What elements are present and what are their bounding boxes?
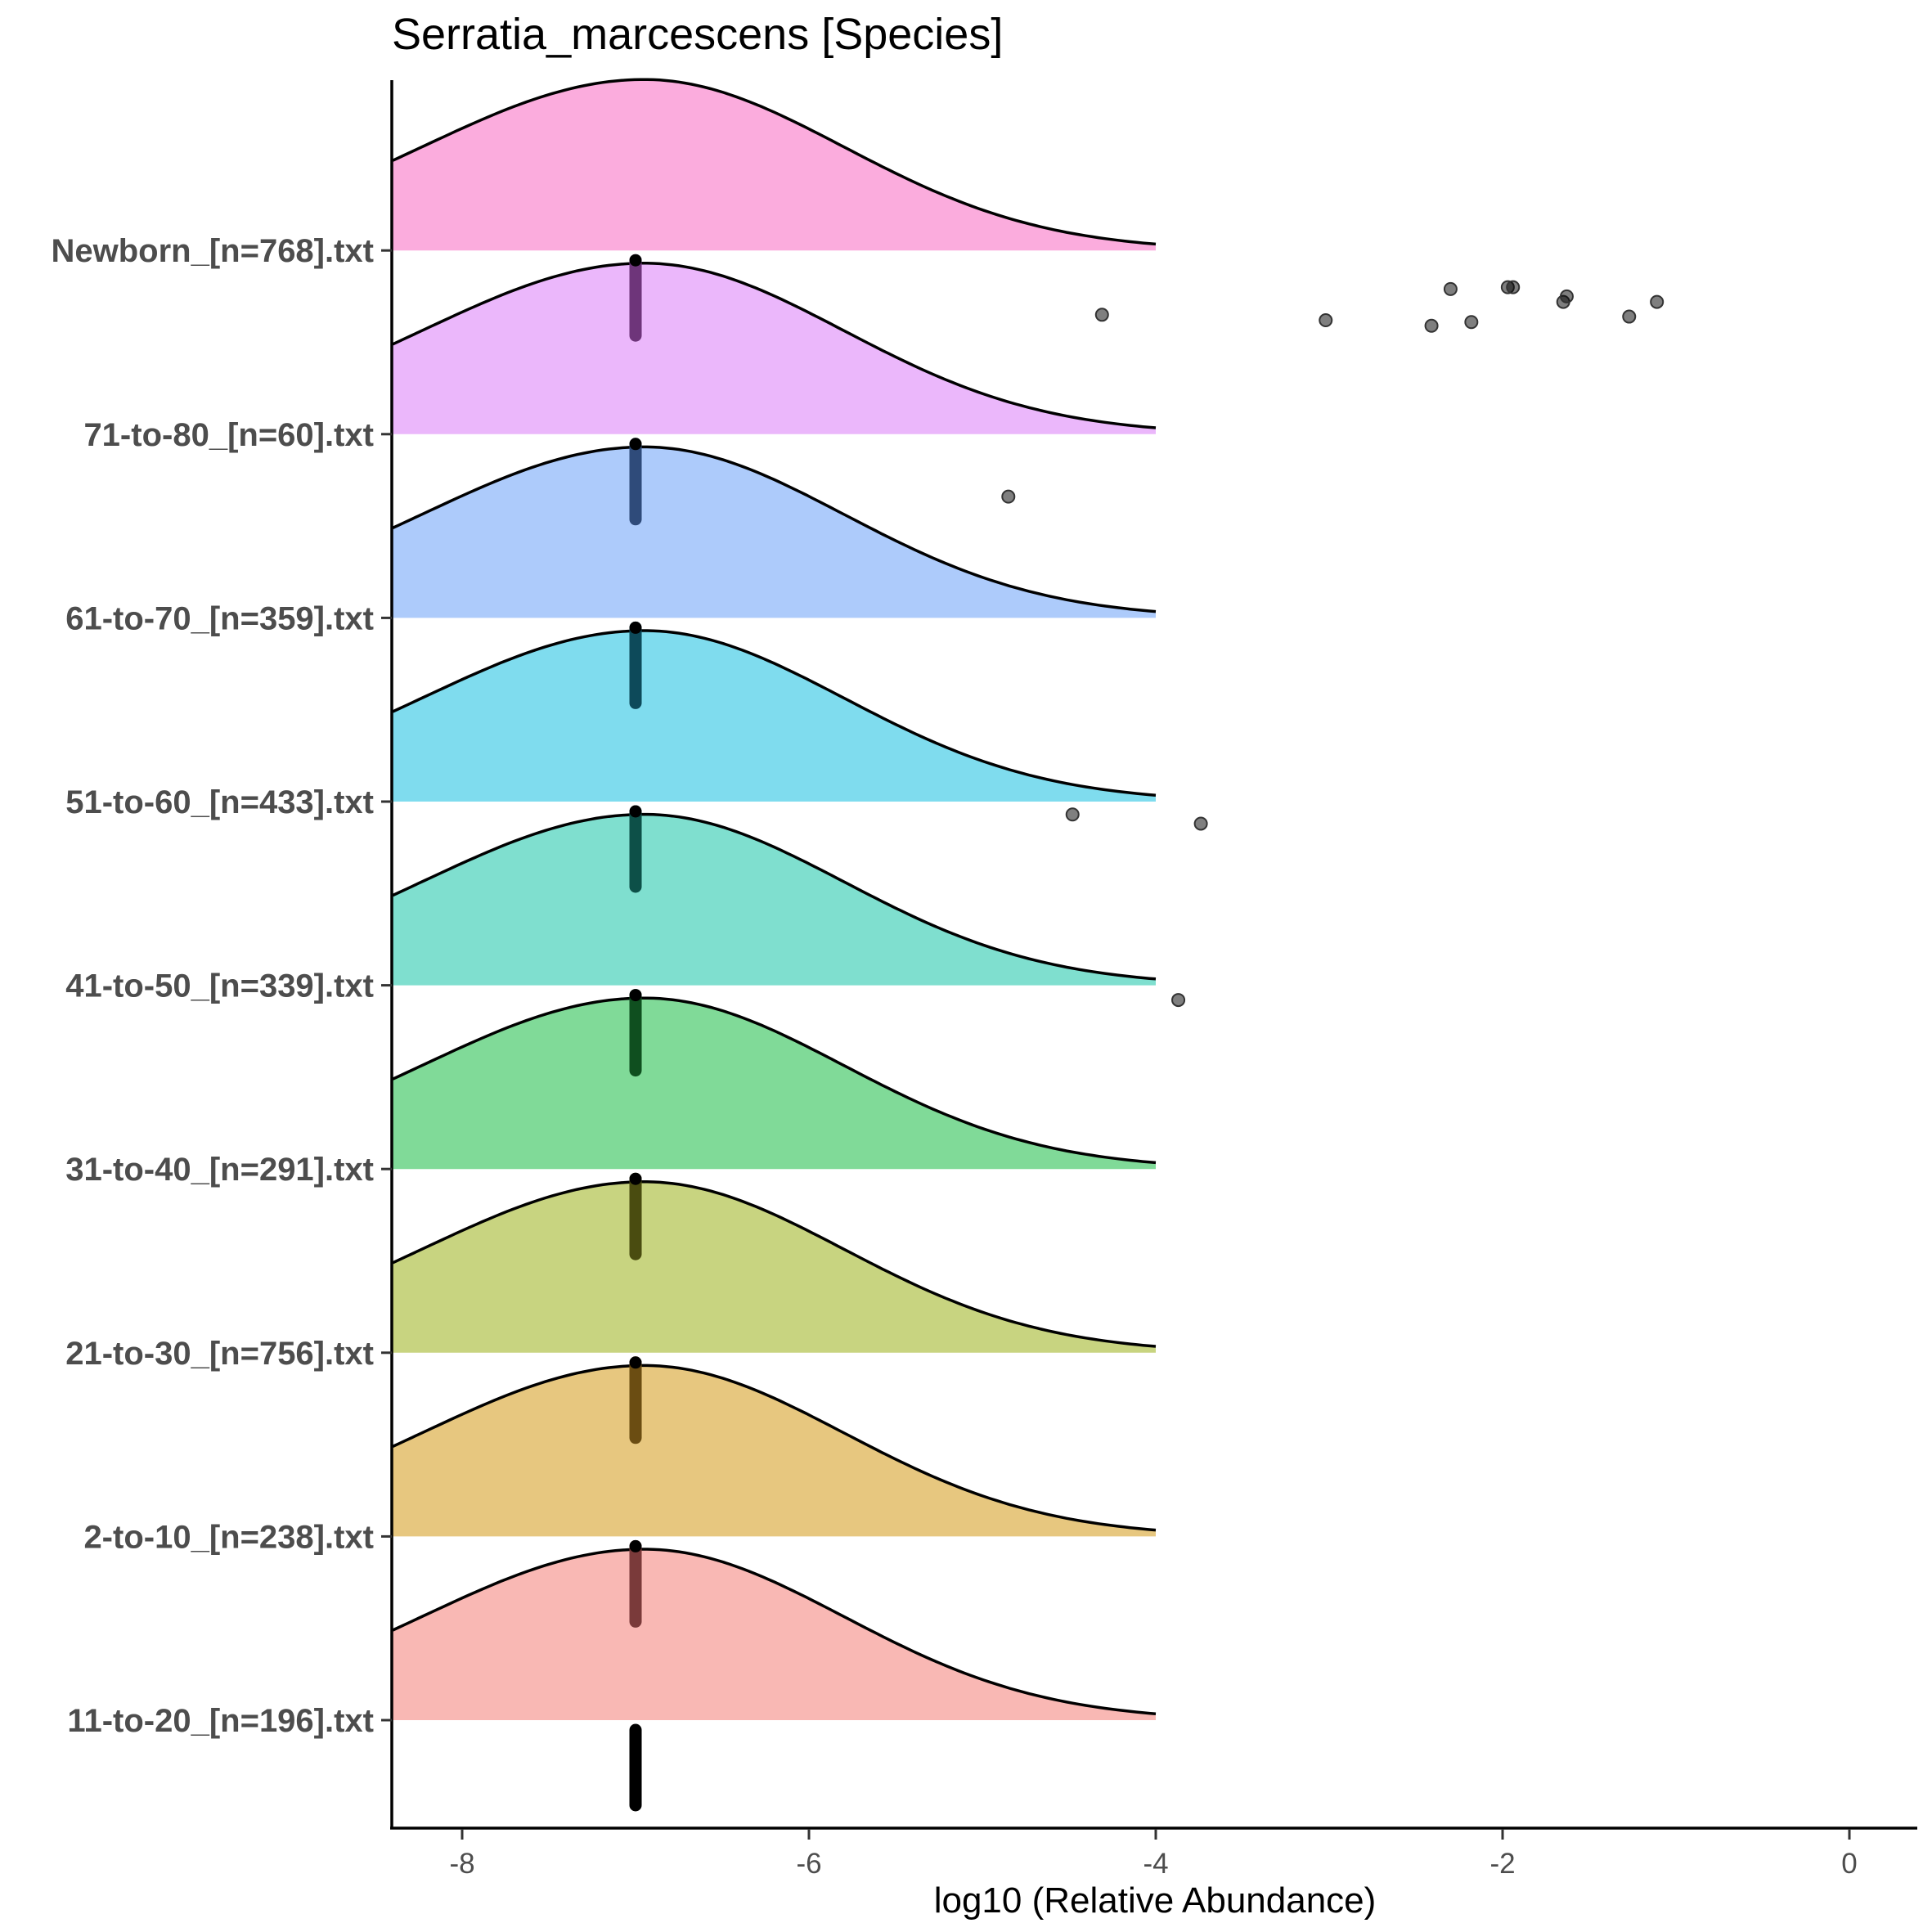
- ridge-fill: [393, 1549, 1156, 1720]
- ridge-fill: [393, 814, 1156, 986]
- ridges: [392, 78, 1157, 1720]
- outlier-point: [1443, 281, 1458, 296]
- outlier-point: [1559, 289, 1574, 303]
- outlier-point: [1464, 315, 1479, 330]
- chart-title: Serratia_marcescens [Species]: [392, 10, 1003, 59]
- outlier-point: [1171, 993, 1186, 1008]
- median-bars: [629, 254, 642, 1812]
- outlier-point: [1001, 489, 1016, 504]
- ridge-fill: [393, 447, 1156, 618]
- ridge-fill: [393, 263, 1156, 434]
- ridge-fill: [393, 79, 1156, 251]
- y-tick-label: 21-to-30_[n=756].txt: [65, 1336, 374, 1372]
- x-axis: -8 -6 -4 -2 0: [390, 1826, 1917, 1880]
- y-tick-label: 2-to-10_[n=238].txt: [83, 1519, 374, 1555]
- outlier-point: [1319, 313, 1333, 328]
- median-bar-cap: [629, 1539, 642, 1552]
- ridge-outline: [392, 262, 1157, 429]
- ridge-outline: [392, 78, 1157, 246]
- y-tick-label: 51-to-60_[n=433].txt: [65, 784, 374, 820]
- outlier-point: [1424, 318, 1439, 333]
- ridge-outline: [392, 1548, 1157, 1715]
- ridge-outline: [392, 629, 1157, 797]
- ridge-fill: [393, 1365, 1156, 1537]
- ridge-outline: [392, 445, 1157, 613]
- median-bar-cap: [629, 1172, 642, 1185]
- outlier-points: [1001, 280, 1665, 1008]
- y-tick-label: 11-to-20_[n=196].txt: [67, 1703, 374, 1739]
- y-axis: 11-to-20_[n=196].txt 2-to-10_[n=238].txt 2…: [51, 80, 393, 1829]
- ridge-outline: [392, 1364, 1157, 1532]
- outlier-point: [1193, 816, 1208, 831]
- median-bar-cap: [629, 989, 642, 1002]
- median-bar-cap: [629, 1356, 642, 1369]
- median-bar-cap: [629, 805, 642, 818]
- outlier-point: [1065, 807, 1080, 822]
- y-tick-label: 31-to-40_[n=291].txt: [65, 1152, 374, 1188]
- x-tick-label: -2: [1489, 1848, 1515, 1880]
- ridge-outline: [392, 812, 1157, 981]
- x-tick-label: -4: [1143, 1848, 1168, 1880]
- y-tick-label: 41-to-50_[n=339].txt: [65, 968, 374, 1004]
- y-tick-label: 61-to-70_[n=359].txt: [65, 600, 374, 636]
- ridge-fill: [393, 998, 1156, 1170]
- y-tick-label: Newborn_[n=768].txt: [51, 233, 374, 269]
- x-tick-label: -6: [796, 1848, 821, 1880]
- ridge-outline: [392, 1180, 1157, 1348]
- x-tick-label: 0: [1841, 1848, 1857, 1880]
- x-axis-title: log10 (Relative Abundance): [934, 1880, 1377, 1921]
- x-tick-label: -8: [449, 1848, 474, 1880]
- ridge-outline: [392, 996, 1157, 1165]
- y-tick-label: 71-to-80_[n=60].txt: [83, 417, 374, 453]
- outlier-point: [1650, 294, 1665, 309]
- outlier-point: [1506, 280, 1521, 294]
- median-bar-cap: [629, 254, 642, 267]
- ridge-fill: [393, 1181, 1156, 1353]
- outlier-point: [1094, 308, 1109, 322]
- median-bar-cap: [629, 438, 642, 451]
- ridge-fill: [393, 631, 1156, 802]
- outlier-point: [1622, 309, 1637, 324]
- median-bar-cap: [629, 621, 642, 634]
